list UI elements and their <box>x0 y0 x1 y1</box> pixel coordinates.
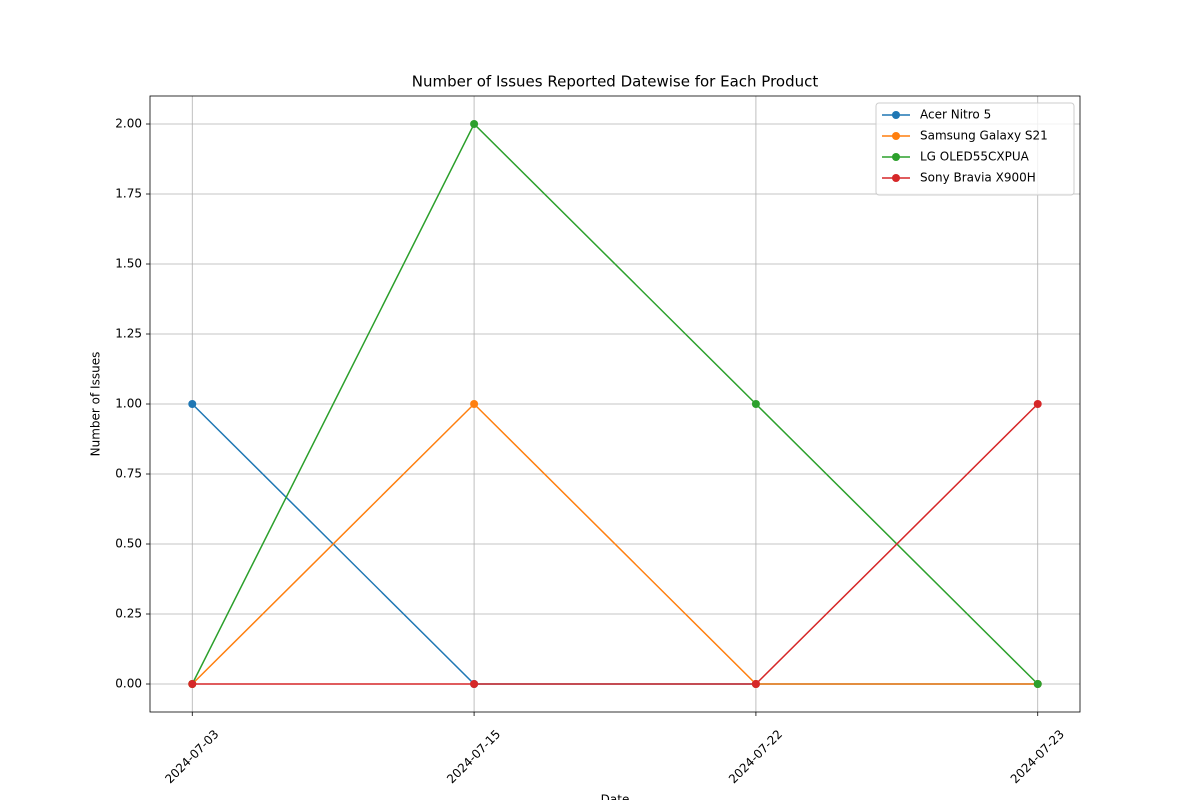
x-tick-label: 2024-07-23 <box>1008 727 1067 786</box>
y-tick-label: 0.00 <box>115 677 142 691</box>
x-tick-label: 2024-07-03 <box>162 727 221 786</box>
y-tick-label: 0.75 <box>115 467 142 481</box>
y-tick-label: 0.50 <box>115 537 142 551</box>
data-point <box>470 120 479 128</box>
data-point <box>470 400 479 408</box>
legend-label: Samsung Galaxy S21 <box>920 129 1048 143</box>
legend-label: Sony Bravia X900H <box>920 171 1036 185</box>
legend-marker <box>892 132 900 140</box>
data-point <box>188 400 197 408</box>
legend-marker <box>892 153 900 161</box>
y-tick-label: 1.50 <box>115 257 142 271</box>
x-tick-label: 2024-07-15 <box>444 727 503 786</box>
plot-frame <box>149 95 1081 713</box>
y-tick-label: 1.75 <box>115 187 142 201</box>
y-tick-label: 0.25 <box>115 607 142 621</box>
data-point <box>751 680 760 688</box>
series-line <box>192 403 1039 685</box>
series-line <box>191 402 1038 685</box>
y-tick-label: 1.25 <box>115 327 142 341</box>
y-axis-label: Number of Issues <box>89 352 103 457</box>
data-point <box>1033 680 1042 688</box>
x-axis-label: Date <box>601 793 630 800</box>
data-point <box>751 400 760 408</box>
y-tick-label: 1.00 <box>115 397 142 411</box>
legend-marker <box>892 174 900 182</box>
data-point <box>1033 400 1042 408</box>
y-tick-label: 2.00 <box>115 117 142 131</box>
legend-box <box>875 102 1075 196</box>
legend-marker <box>892 111 900 119</box>
legend-label: LG OLED55CXPUA <box>920 150 1030 164</box>
chart-title: Number of Issues Reported Datewise for E… <box>412 73 819 91</box>
legend-label: Acer Nitro 5 <box>920 108 991 122</box>
x-tick-label: 2024-07-22 <box>726 727 785 786</box>
data-point <box>188 680 197 688</box>
data-point <box>470 680 479 688</box>
legend: Acer Nitro 5 Samsung Galaxy S21 LG OLED55C… <box>875 102 1075 196</box>
